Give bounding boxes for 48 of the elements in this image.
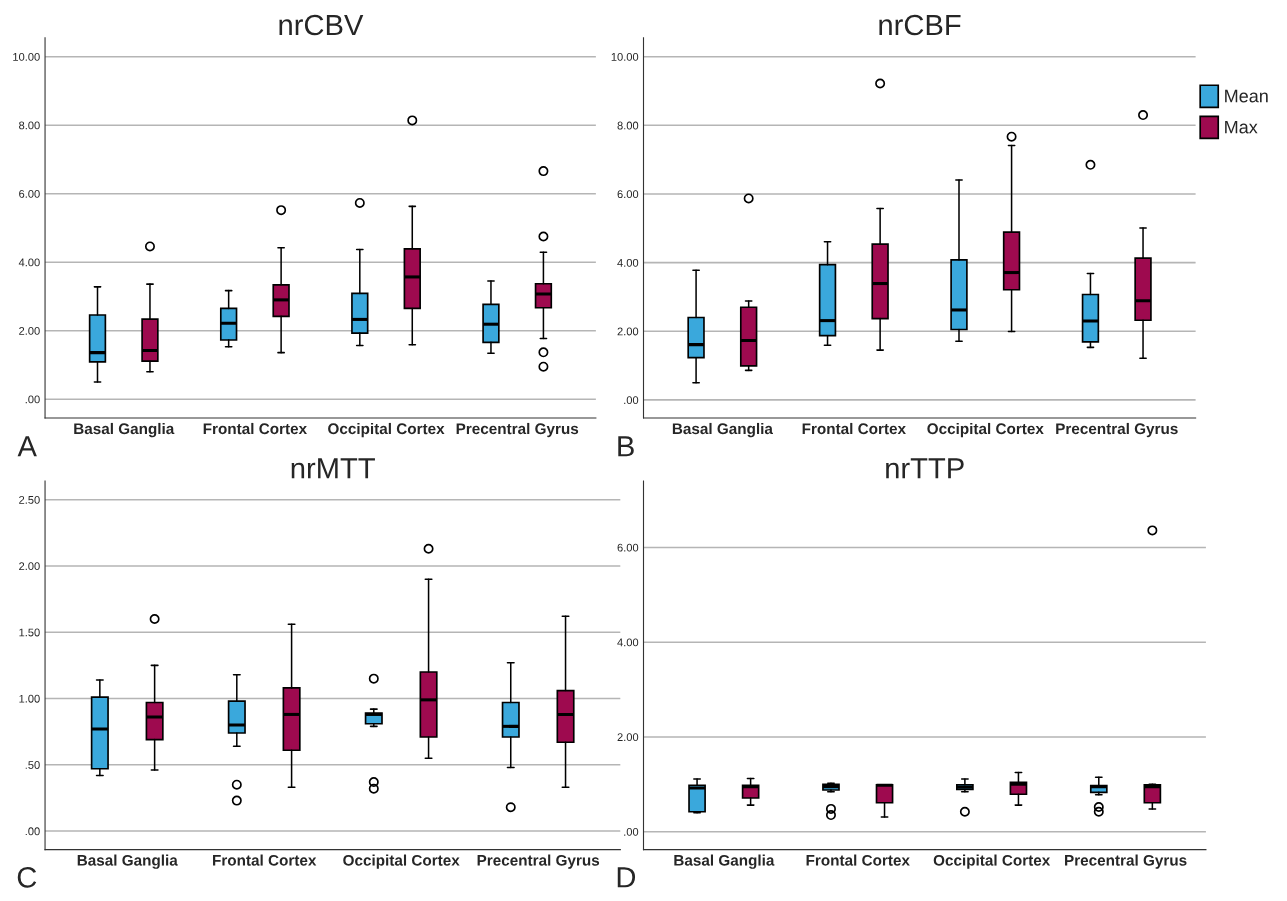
x-tick-label: Frontal Cortex	[213, 854, 317, 866]
text: C	[17, 867, 37, 888]
x-tick-label: Precentral Gyrus	[456, 422, 579, 438]
y-tick-label: .50	[25, 761, 40, 769]
chart-title: nrCBV	[279, 14, 364, 36]
chart-title: nrMTT	[291, 458, 375, 479]
y-tick-label: .00	[624, 396, 639, 405]
y-tick-label: 6.00	[617, 543, 639, 552]
y-tick-label: 4.00	[617, 258, 639, 267]
x-tick-label: Frontal Cortex	[802, 422, 906, 435]
y-tick-label: .00	[25, 395, 40, 404]
chart-title: nrCBF	[879, 14, 961, 36]
y-tick-label: 6.00	[617, 190, 639, 199]
legend-label: Mean	[1225, 89, 1268, 103]
y-tick-label: .00	[25, 827, 40, 836]
y-tick-label: 8.00	[19, 121, 40, 130]
y-tick-label: 2.00	[617, 733, 639, 742]
y-tick-label: 10.00	[611, 52, 639, 61]
y-tick-label: 4.00	[617, 638, 639, 647]
y-tick-label: 6.00	[19, 189, 40, 198]
y-tick-label: 2.00	[19, 326, 40, 335]
y-tick-label: 4.00	[18, 258, 40, 267]
x-tick-label: Basal Ganglia	[674, 854, 775, 869]
x-tick-label: Frontal Cortex	[203, 422, 307, 435]
y-tick-label: 2.50	[19, 495, 40, 504]
x-tick-label: Occipital Cortex	[328, 422, 445, 438]
x-tick-label: Basal Ganglia	[74, 422, 175, 438]
text: B	[618, 436, 634, 457]
y-tick-label: 2.00	[617, 327, 639, 336]
x-tick-label: Precentral Gyrus	[1065, 854, 1187, 869]
y-tick-label: 2.00	[19, 562, 40, 571]
y-tick-label: 1.50	[19, 628, 40, 637]
x-tick-label: Basal Ganglia	[672, 422, 773, 438]
legend-label: Max	[1225, 120, 1258, 134]
y-tick-label: 8.00	[617, 121, 639, 130]
x-tick-label: Occipital Cortex	[343, 854, 460, 869]
chart-title: nrTTP	[886, 458, 964, 479]
text: D	[617, 867, 636, 888]
y-tick-label: 10.00	[13, 52, 40, 61]
y-tick-label: .00	[624, 827, 639, 836]
y-tick-label: 1.00	[19, 694, 40, 703]
x-tick-label: Precentral Gyrus	[1056, 422, 1178, 438]
x-tick-label: Basal Ganglia	[77, 854, 178, 869]
x-tick-label: Occipital Cortex	[927, 422, 1044, 438]
x-tick-label: Occipital Cortex	[933, 854, 1051, 869]
x-tick-label: Precentral Gyrus	[477, 854, 600, 869]
x-tick-label: Frontal Cortex	[806, 854, 910, 866]
text: A	[17, 436, 37, 457]
